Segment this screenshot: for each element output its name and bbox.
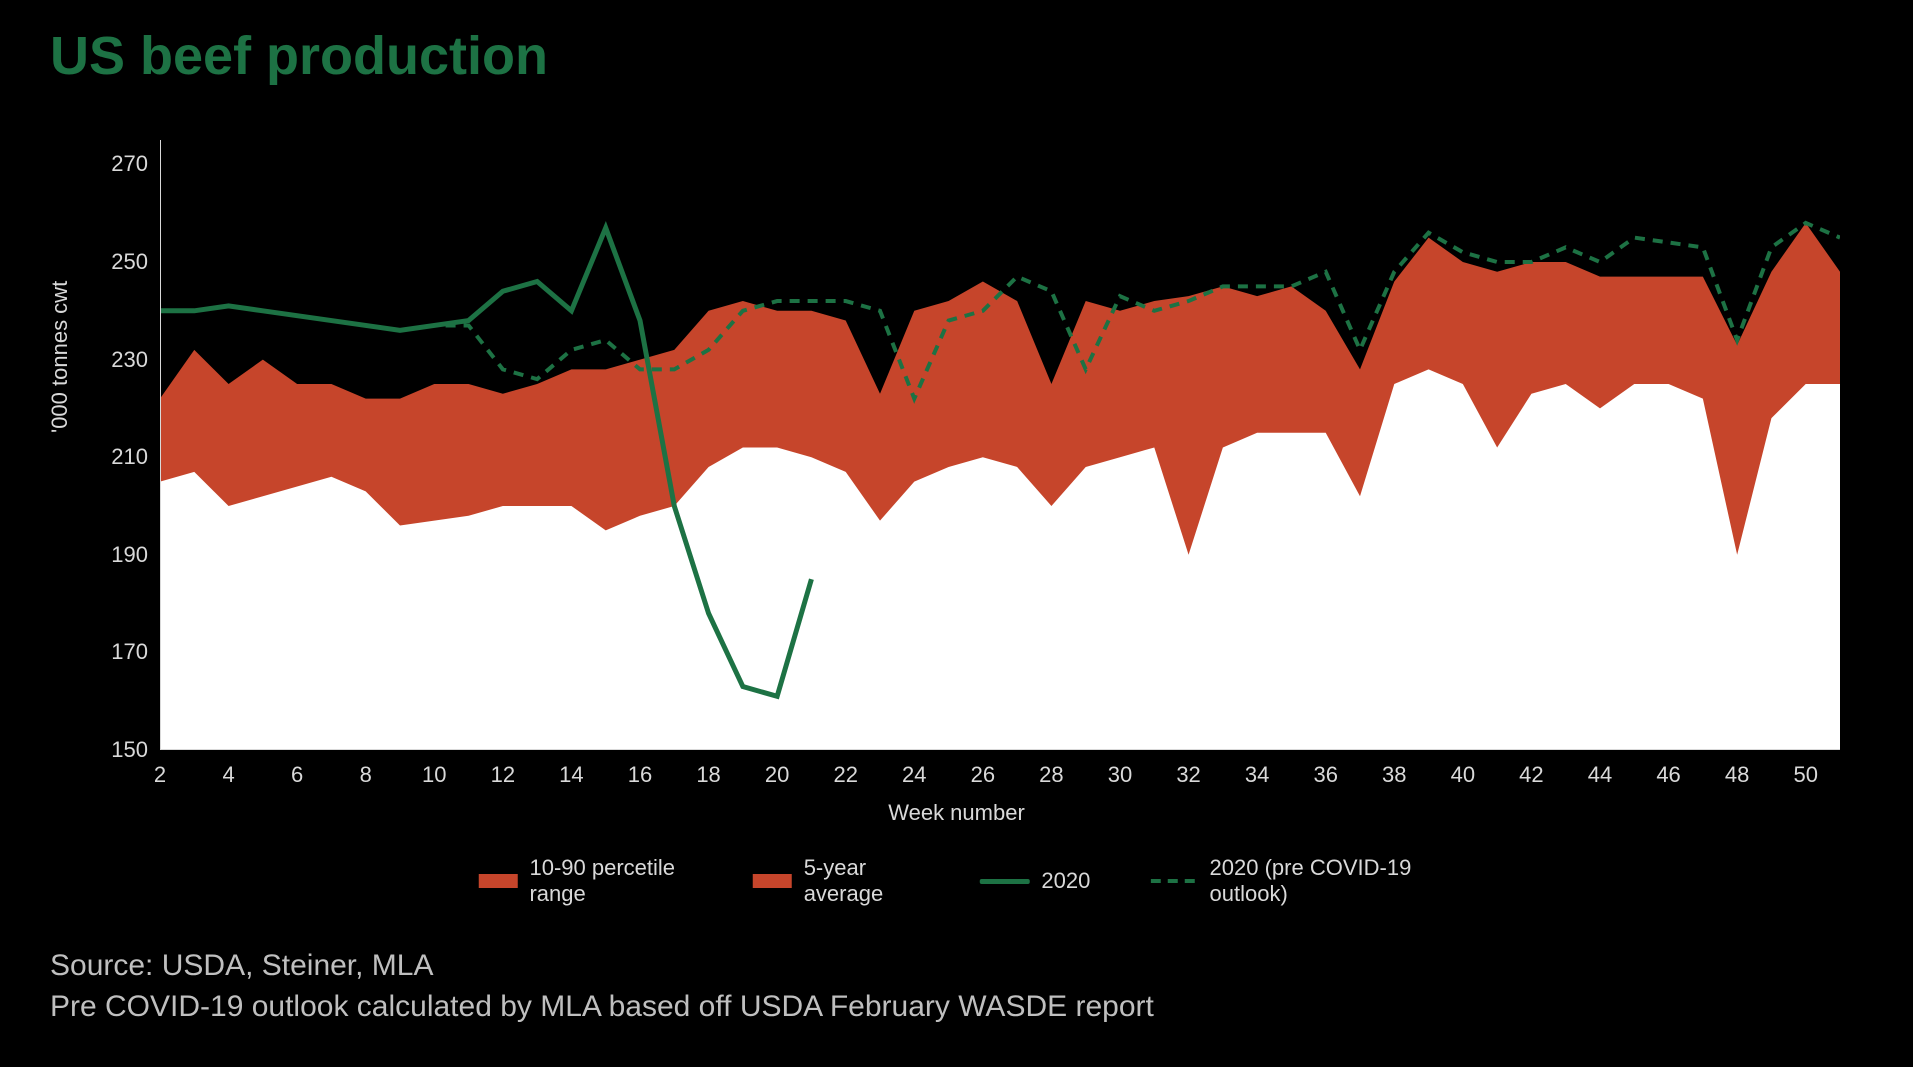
chart-svg <box>160 140 1840 750</box>
x-tick-label: 12 <box>491 762 515 788</box>
y-tick-label: 150 <box>111 737 148 763</box>
x-tick-label: 48 <box>1725 762 1749 788</box>
x-tick-label: 38 <box>1382 762 1406 788</box>
x-tick-label: 20 <box>765 762 789 788</box>
legend-label-outlook: 2020 (pre COVID-19 outlook) <box>1210 855 1435 907</box>
x-tick-label: 40 <box>1451 762 1475 788</box>
legend: 10-90 percetile range 5-year average 202… <box>478 855 1435 907</box>
x-tick-label: 32 <box>1176 762 1200 788</box>
legend-swatch-2020 <box>979 879 1029 884</box>
x-tick-label: 6 <box>291 762 303 788</box>
x-tick-label: 10 <box>422 762 446 788</box>
x-tick-label: 8 <box>360 762 372 788</box>
y-axis-label: '000 tonnes cwt <box>47 281 73 433</box>
x-tick-label: 4 <box>222 762 234 788</box>
x-tick-label: 44 <box>1588 762 1612 788</box>
y-tick-label: 250 <box>111 249 148 275</box>
chart-container: US beef production '000 tonnes cwt 150 17… <box>0 0 1913 1067</box>
x-tick-label: 28 <box>1039 762 1063 788</box>
x-axis-label: Week number <box>888 800 1025 826</box>
x-tick-label: 22 <box>833 762 857 788</box>
legend-item-avg: 5-year average <box>753 855 920 907</box>
x-tick-label: 14 <box>559 762 583 788</box>
y-tick-label: 170 <box>111 639 148 665</box>
x-tick-label: 16 <box>628 762 652 788</box>
y-tick-label: 210 <box>111 444 148 470</box>
chart-source: Source: USDA, Steiner, MLA Pre COVID-19 … <box>50 946 1154 1027</box>
legend-label-2020: 2020 <box>1041 868 1090 894</box>
source-line-1: Source: USDA, Steiner, MLA <box>50 946 1154 987</box>
legend-item-2020: 2020 <box>979 868 1090 894</box>
chart-title: US beef production <box>50 25 548 87</box>
legend-swatch-range <box>478 874 517 888</box>
x-tick-label: 50 <box>1793 762 1817 788</box>
x-tick-label: 2 <box>154 762 166 788</box>
x-tick-label: 30 <box>1108 762 1132 788</box>
legend-swatch-avg <box>753 874 792 888</box>
x-tick-label: 26 <box>971 762 995 788</box>
source-line-2: Pre COVID-19 outlook calculated by MLA b… <box>50 987 1154 1028</box>
legend-label-range: 10-90 percetile range <box>529 855 692 907</box>
x-tick-label: 46 <box>1656 762 1680 788</box>
legend-item-range: 10-90 percetile range <box>478 855 692 907</box>
x-tick-label: 18 <box>696 762 720 788</box>
legend-item-outlook: 2020 (pre COVID-19 outlook) <box>1150 855 1434 907</box>
y-tick-label: 230 <box>111 347 148 373</box>
plot-area <box>160 140 1840 750</box>
x-tick-label: 34 <box>1245 762 1269 788</box>
legend-label-avg: 5-year average <box>804 855 920 907</box>
x-tick-label: 24 <box>902 762 926 788</box>
y-tick-label: 190 <box>111 542 148 568</box>
x-tick-label: 36 <box>1313 762 1337 788</box>
legend-swatch-outlook <box>1150 876 1197 886</box>
y-tick-label: 270 <box>111 151 148 177</box>
x-tick-label: 42 <box>1519 762 1543 788</box>
